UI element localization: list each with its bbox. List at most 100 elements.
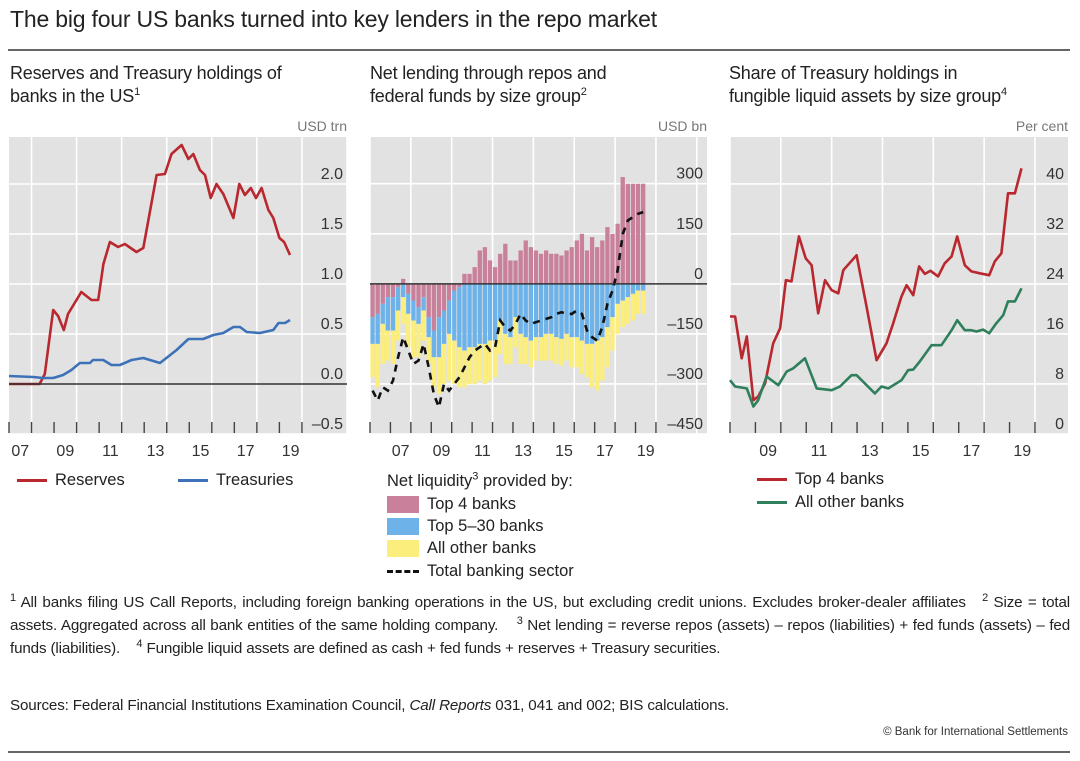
bar-top-5-30-banks xyxy=(401,283,406,298)
bar-all-other-banks xyxy=(589,343,595,388)
y-tick-label: 16 xyxy=(1046,316,1064,333)
x-tick-label: 09 xyxy=(759,443,777,460)
bar-top-5-30-banks xyxy=(533,283,539,338)
y-tick-label: –300 xyxy=(667,366,703,383)
bar-top-4-banks xyxy=(523,240,528,284)
panel-2-plot: –450 –300 –150 0 150 300 07 09 11 13 15 17 19 xyxy=(369,137,707,460)
bar-top-4-banks xyxy=(544,250,549,284)
bar-all-other-banks xyxy=(595,340,600,391)
bar-all-other-banks xyxy=(457,347,462,388)
bar-top-4-banks xyxy=(595,247,600,284)
bar-top-5-30-banks xyxy=(538,283,544,338)
y-tick-label: 24 xyxy=(1046,266,1064,283)
legend-label: Top 4 banks xyxy=(795,470,884,488)
bar-all-other-banks xyxy=(635,290,641,314)
bar-all-other-banks xyxy=(421,310,426,341)
x-tick-label: 15 xyxy=(555,443,573,460)
bar-top-4-banks xyxy=(641,183,646,284)
panel2-title-line1: Net lending through repos and xyxy=(370,63,607,83)
bar-all-other-banks xyxy=(401,297,406,324)
bar-top-4-banks xyxy=(401,278,406,284)
legend-label: Reserves xyxy=(55,471,125,489)
bar-all-other-banks xyxy=(436,357,442,394)
bar-all-other-banks xyxy=(584,343,590,378)
bar-top-5-30-banks xyxy=(518,283,523,334)
bar-all-other-banks xyxy=(523,337,528,364)
x-tick-label: 07 xyxy=(392,443,410,460)
bar-top-4-banks xyxy=(635,183,641,284)
panel-1-plot: –0.5 0.0 0.5 1.0 1.5 2.0 07 09 11 13 15 17 19 xyxy=(8,137,348,460)
bar-all-other-banks xyxy=(620,300,625,328)
sources-italic: Call Reports xyxy=(409,697,492,714)
others-swatch xyxy=(387,540,419,558)
bar-top-5-30-banks xyxy=(503,283,508,334)
footnotes: 1 All banks filing US Call Reports, incl… xyxy=(10,591,1070,660)
bar-top-4-banks xyxy=(574,240,579,284)
legend-label: All other banks xyxy=(427,539,537,557)
bar-top-5-30-banks xyxy=(370,317,375,344)
bar-all-other-banks xyxy=(477,343,482,381)
bar-top-4-banks xyxy=(579,233,585,284)
bar-top-4-banks xyxy=(584,250,590,284)
panel2-unit: USD bn xyxy=(657,118,707,134)
bar-top-4-banks xyxy=(589,237,595,284)
bar-all-other-banks xyxy=(544,333,549,361)
bar-top-5-30-banks xyxy=(457,287,462,348)
bar-top-5-30-banks xyxy=(380,303,385,324)
sources: Sources: Federal Financial Institutions … xyxy=(10,697,729,714)
bar-top-5-30-banks xyxy=(523,283,528,338)
bar-top-5-30-banks xyxy=(441,310,447,344)
charts: –0.5 0.0 0.5 1.0 1.5 2.0 07 09 11 13 15 17 19 –450 –30… xyxy=(8,137,1068,460)
bar-top-4-banks xyxy=(498,253,503,284)
bar-top-4-banks xyxy=(416,283,421,308)
x-tick-label: 15 xyxy=(192,443,210,460)
bar-top-4-banks xyxy=(457,283,462,288)
bar-top-5-30-banks xyxy=(528,283,533,341)
bar-top-4-banks xyxy=(446,283,452,301)
bar-top-4-banks xyxy=(472,267,477,284)
total-dashed-swatch xyxy=(387,570,419,574)
sources-prefix: Sources: Federal Financial Institutions … xyxy=(10,697,410,714)
bar-top-5-30-banks xyxy=(375,313,380,344)
bar-top-5-30-banks xyxy=(513,283,518,318)
bar-all-other-banks xyxy=(390,330,396,364)
y-tick-label: –150 xyxy=(667,316,703,333)
x-tick-label: 17 xyxy=(596,443,614,460)
top-rule xyxy=(8,49,1070,51)
legend-label: Top 5–30 banks xyxy=(427,517,544,535)
legend-reserves: Reserves xyxy=(17,471,125,490)
bar-top-4-banks xyxy=(600,240,605,284)
bar-top-4-banks xyxy=(518,250,523,284)
bar-top-4-banks xyxy=(426,283,431,318)
panel2-title-line2: federal funds by size group xyxy=(370,86,581,106)
bar-top-5-30-banks xyxy=(544,283,549,334)
footnote-1: All banks filing US Call Reports, includ… xyxy=(20,594,966,611)
bar-all-other-banks xyxy=(380,323,385,364)
bar-top-4-banks xyxy=(492,267,498,284)
bar-top-4-banks xyxy=(385,283,391,298)
copyright: © Bank for International Settlements xyxy=(883,726,1068,738)
bar-all-other-banks xyxy=(426,337,431,364)
bar-all-other-banks xyxy=(416,323,421,358)
x-tick-label: 11 xyxy=(102,443,119,460)
panel2-title: Net lending through repos and federal fu… xyxy=(370,62,607,108)
y-tick-label: 32 xyxy=(1046,216,1064,233)
bar-top-4-banks xyxy=(395,283,401,288)
bar-top-4-banks xyxy=(411,283,416,301)
bar-all-other-banks xyxy=(467,347,472,384)
legend-top5-30-bar: Top 5–30 banks xyxy=(387,517,544,536)
bar-top-5-30-banks xyxy=(584,283,590,344)
bar-all-other-banks xyxy=(549,333,554,361)
bar-all-other-banks xyxy=(492,340,498,378)
bar-top-5-30-banks xyxy=(487,283,493,341)
bar-top-5-30-banks xyxy=(395,287,401,311)
bar-top-5-30-banks xyxy=(436,317,442,358)
bar-all-other-banks xyxy=(441,343,447,384)
bar-top-5-30-banks xyxy=(595,283,600,341)
legend-others-line: All other banks xyxy=(757,493,904,512)
y-tick-label: 1.0 xyxy=(321,266,343,283)
bar-top-5-30-banks xyxy=(641,283,646,291)
legend-label: Top 4 banks xyxy=(427,495,516,513)
bar-top-4-banks xyxy=(549,253,554,284)
top5-30-swatch xyxy=(387,518,419,536)
